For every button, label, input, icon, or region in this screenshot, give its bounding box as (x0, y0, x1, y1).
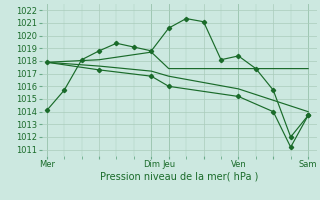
X-axis label: Pression niveau de la mer( hPa ): Pression niveau de la mer( hPa ) (100, 172, 258, 182)
